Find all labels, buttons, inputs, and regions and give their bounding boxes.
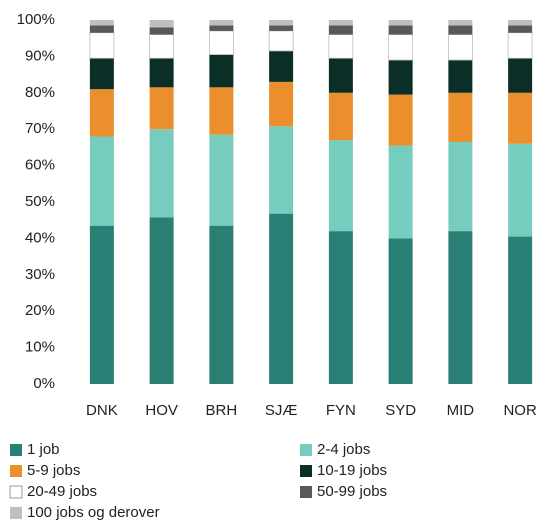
legend-marker — [300, 444, 312, 456]
bar-segment — [508, 143, 533, 237]
legend-marker — [10, 507, 22, 519]
x-tick-label: MID — [447, 402, 475, 419]
bar-segment — [269, 50, 294, 82]
legend-label: 100 jobs og derover — [27, 504, 160, 521]
legend-label: 10-19 jobs — [317, 462, 387, 479]
bar-segment — [328, 92, 353, 141]
x-tick-label: HOV — [145, 402, 178, 419]
bar-segment — [269, 126, 294, 214]
bar-segment — [149, 58, 174, 88]
bar-segment — [149, 27, 174, 35]
bar-segment — [388, 25, 413, 35]
y-tick-label: 90% — [25, 47, 55, 64]
x-tick-label: NOR — [503, 402, 537, 419]
y-tick-label: 40% — [25, 229, 55, 246]
y-tick-label: 80% — [25, 84, 55, 101]
bar-segment — [388, 60, 413, 95]
legend-label: 50-99 jobs — [317, 483, 387, 500]
bar-segment — [508, 236, 533, 384]
bar-segment — [89, 32, 115, 59]
bar-segment — [209, 20, 234, 26]
legend-label: 20-49 jobs — [27, 483, 97, 500]
y-tick-label: 10% — [25, 339, 55, 356]
bar-segment — [269, 81, 294, 127]
bar-segment — [89, 225, 114, 384]
bar-segment — [388, 94, 413, 146]
bar-segment — [89, 20, 114, 26]
bar-segment — [209, 134, 234, 226]
bar-segment — [508, 20, 533, 26]
bar-segment — [89, 58, 114, 90]
bar-segment — [448, 25, 473, 35]
bar-segment — [269, 20, 294, 26]
y-tick-label: 100% — [17, 11, 55, 28]
bar-segment — [149, 87, 174, 130]
bar-segment — [328, 58, 353, 93]
bar-segment — [508, 58, 533, 93]
y-tick-label: 20% — [25, 302, 55, 319]
legend-marker — [9, 485, 23, 499]
y-tick-label: 0% — [33, 375, 55, 392]
bar-segment — [209, 25, 234, 31]
bar-segment — [448, 92, 473, 142]
bar-segment — [209, 54, 234, 88]
x-tick-label: DNK — [86, 402, 118, 419]
legend-marker — [300, 465, 312, 477]
legend-marker — [300, 486, 312, 498]
bar-segment — [328, 231, 353, 384]
legend-marker — [10, 444, 22, 456]
bar-segment — [149, 34, 175, 59]
bar-segment — [208, 30, 234, 55]
legend-label: 1 job — [27, 441, 60, 458]
bar-segment — [507, 32, 533, 59]
bar-segment — [388, 238, 413, 384]
bar-segment — [149, 20, 174, 28]
bar-segment — [508, 25, 533, 33]
y-tick-label: 50% — [25, 193, 55, 210]
bar-segment — [209, 225, 234, 384]
bar-segment — [149, 129, 174, 218]
legend-label: 5-9 jobs — [27, 462, 80, 479]
bar-segment — [388, 20, 413, 26]
bar-segment — [269, 213, 294, 384]
bar-segment — [269, 25, 294, 31]
bar-segment — [328, 34, 354, 59]
bar-segment — [328, 140, 353, 232]
bar-segment — [448, 20, 473, 26]
bar-segment — [448, 231, 473, 384]
y-tick-label: 60% — [25, 157, 55, 174]
bar-segment — [388, 145, 413, 239]
bar-segment — [268, 30, 294, 52]
x-tick-label: SJÆ — [265, 402, 298, 419]
y-tick-label: 70% — [25, 120, 55, 137]
bar-segment — [89, 136, 114, 226]
x-tick-label: SYD — [385, 402, 416, 419]
bar-segment — [209, 87, 234, 135]
bar-segment — [89, 89, 114, 137]
bar-segment — [328, 25, 353, 35]
x-tick-label: FYN — [326, 402, 356, 419]
bar-segment — [448, 141, 473, 232]
bar-segment — [447, 34, 473, 61]
y-tick-label: 30% — [25, 266, 55, 283]
legend-label: 2-4 jobs — [317, 441, 370, 458]
legend-marker — [10, 465, 22, 477]
bar-segment — [388, 34, 414, 61]
bar-segment — [89, 25, 114, 33]
bar-segment — [448, 60, 473, 93]
bar-segment — [149, 217, 174, 384]
bar-segment — [508, 92, 533, 144]
bar-segment — [328, 20, 353, 26]
x-tick-label: BRH — [206, 402, 238, 419]
